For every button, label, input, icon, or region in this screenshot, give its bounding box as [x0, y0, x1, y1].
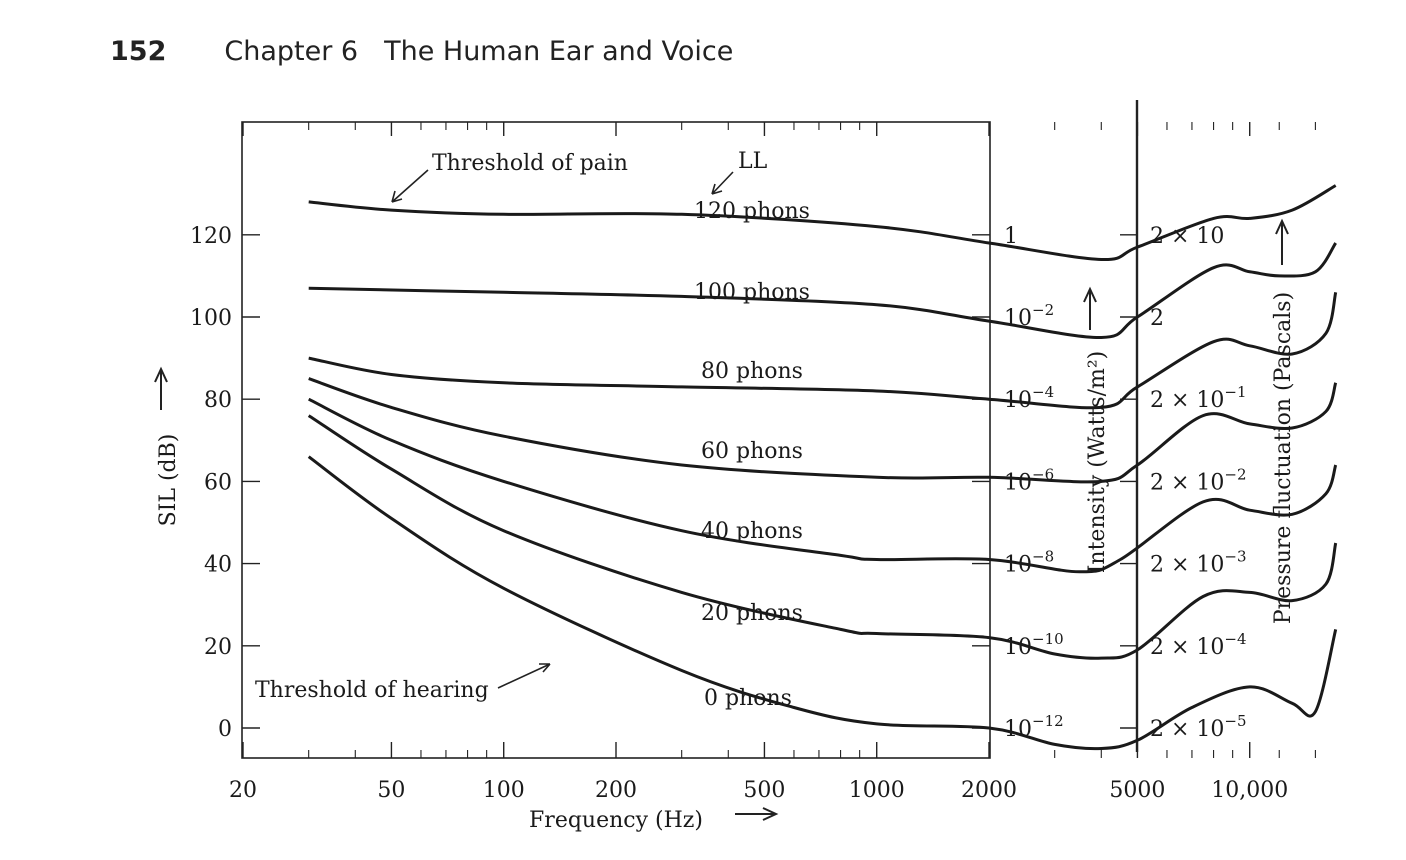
x-tick-label: 10,000 — [1211, 778, 1288, 803]
x-axis-arrow — [735, 807, 779, 821]
intensity-tick-label: 1 — [1004, 224, 1018, 249]
pressure-tick-label: 2 × 10−1 — [1150, 383, 1247, 413]
pressure-tick-label: 2 × 10−3 — [1150, 548, 1247, 578]
pressure-axis-label: Pressure fluctuation (Pascals) — [1271, 292, 1296, 624]
curve-label: 20 phons — [701, 601, 803, 626]
threshold-of-pain-label: Threshold of pain — [432, 151, 628, 176]
y-tick-label: 120 — [190, 224, 232, 249]
loudness-curve — [307, 414, 1338, 660]
pressure-tick-label: 2 — [1150, 306, 1164, 331]
loudness-curve — [308, 291, 1338, 410]
curve-label: 100 phons — [694, 280, 810, 305]
ll-arrow — [711, 171, 734, 195]
curve-label: 120 phons — [694, 199, 810, 224]
x-tick-label: 20 — [229, 778, 257, 803]
y-tick-label: 20 — [204, 635, 232, 660]
x-tick-label: 5000 — [1109, 778, 1165, 803]
loudness-curve — [308, 397, 1338, 574]
x-tick-label: 2000 — [961, 778, 1017, 803]
pressure-tick-label: 2 × 10−4 — [1150, 630, 1247, 660]
y-tick-label: 100 — [190, 306, 232, 331]
chapter-label: Chapter 6 — [224, 36, 359, 67]
y-axis-arrow — [154, 366, 168, 410]
chapter-title: The Human Ear and Voice — [384, 36, 734, 67]
x-tick-label: 50 — [377, 778, 405, 803]
pressure-tick-label: 2 × 10−2 — [1150, 465, 1247, 495]
pain-arrow — [391, 169, 429, 203]
x-tick-label: 100 — [483, 778, 525, 803]
hearing-arrow — [497, 663, 551, 689]
page-number: 152 — [110, 36, 167, 67]
y-tick-label: 40 — [204, 553, 232, 578]
threshold-of-hearing-label: Threshold of hearing — [255, 678, 489, 703]
page-header: 152 Chapter 6 The Human Ear and Voice — [110, 36, 733, 67]
y-tick-label: 80 — [204, 388, 232, 413]
loudness-curve — [308, 184, 1337, 262]
x-tick-label: 200 — [595, 778, 637, 803]
x-tick-label: 1000 — [849, 778, 905, 803]
loudness-curve — [307, 455, 1338, 751]
x-axis-label: Frequency (Hz) — [529, 808, 703, 833]
curve-label: 80 phons — [701, 359, 803, 384]
ll-label: LL — [738, 149, 768, 174]
intensity-tick-label: 10−4 — [1004, 383, 1054, 413]
x-tick-label: 500 — [743, 778, 785, 803]
pressure-tick-label: 2 × 10−5 — [1150, 712, 1247, 742]
curve-label: 0 phons — [704, 686, 792, 711]
loudness-curve — [308, 242, 1337, 340]
y-axis-label: SIL (dB) — [156, 434, 181, 527]
intensity-axis-label: Intensity (Watts/m²) — [1085, 351, 1110, 574]
plot-frame — [241, 121, 991, 759]
loudness-curve — [308, 377, 1338, 484]
curve-label: 40 phons — [701, 519, 803, 544]
intensity-axis-arrow — [1083, 286, 1097, 330]
curve-label: 60 phons — [701, 439, 803, 464]
y-tick-label: 60 — [204, 470, 232, 495]
pressure-axis-arrow — [1275, 218, 1289, 265]
y-tick-label: 0 — [218, 717, 232, 742]
